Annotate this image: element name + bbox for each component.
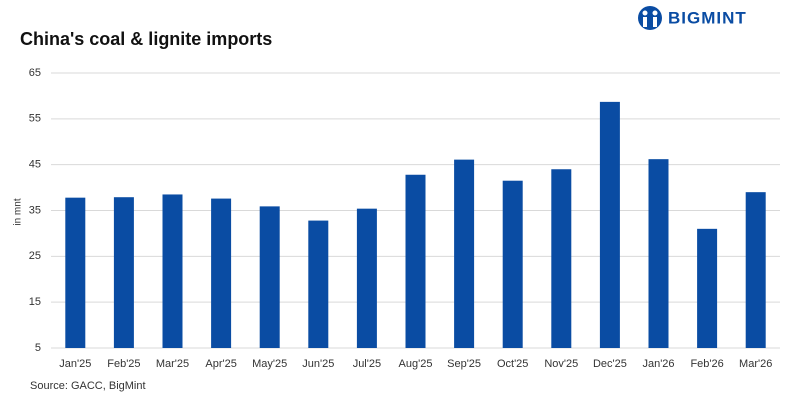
x-tick-label: Dec'25 bbox=[593, 358, 627, 370]
x-tick-label: Jul'25 bbox=[353, 358, 381, 370]
x-tick-label: Sep'25 bbox=[447, 358, 481, 370]
bar bbox=[259, 206, 280, 348]
y-tick-label: 5 bbox=[35, 342, 41, 354]
y-tick-label: 25 bbox=[29, 250, 41, 262]
x-tick-label: Apr'25 bbox=[205, 358, 236, 370]
bar bbox=[211, 198, 232, 348]
bar bbox=[113, 197, 134, 348]
bar bbox=[745, 192, 766, 348]
bar bbox=[551, 169, 572, 348]
bar bbox=[405, 174, 426, 348]
brand-name: BIGMINT bbox=[668, 8, 747, 27]
bar bbox=[502, 180, 523, 348]
bar bbox=[356, 208, 377, 348]
bar bbox=[454, 159, 475, 348]
y-tick-label: 45 bbox=[29, 159, 41, 171]
x-tick-label: Feb'25 bbox=[107, 358, 140, 370]
bar bbox=[648, 159, 669, 348]
y-axis-label: in mnt bbox=[13, 198, 24, 225]
x-tick-label: Jun'25 bbox=[302, 358, 334, 370]
brand-logo-icon bbox=[638, 6, 662, 30]
bar bbox=[162, 194, 183, 348]
x-tick-label: Mar'25 bbox=[156, 358, 189, 370]
x-tick-label: Jan'26 bbox=[642, 358, 674, 370]
x-tick-label: Feb'26 bbox=[690, 358, 723, 370]
y-tick-label: 65 bbox=[29, 67, 41, 79]
bar bbox=[308, 220, 329, 348]
source-note: Source: GACC, BigMint bbox=[30, 380, 146, 392]
bar bbox=[697, 228, 718, 348]
x-tick-label: Mar'26 bbox=[739, 358, 772, 370]
bar bbox=[599, 101, 620, 348]
bar bbox=[65, 197, 86, 348]
x-tick-label: Oct'25 bbox=[497, 358, 528, 370]
y-tick-label: 55 bbox=[29, 113, 41, 125]
x-tick-label: Jan'25 bbox=[59, 358, 91, 370]
x-tick-label: Aug'25 bbox=[399, 358, 433, 370]
chart-title: China's coal & lignite imports bbox=[20, 29, 272, 49]
x-tick-label: May'25 bbox=[252, 358, 287, 370]
x-tick-label: Nov'25 bbox=[544, 358, 578, 370]
y-tick-label: 35 bbox=[29, 204, 41, 216]
y-tick-label: 15 bbox=[29, 296, 41, 308]
